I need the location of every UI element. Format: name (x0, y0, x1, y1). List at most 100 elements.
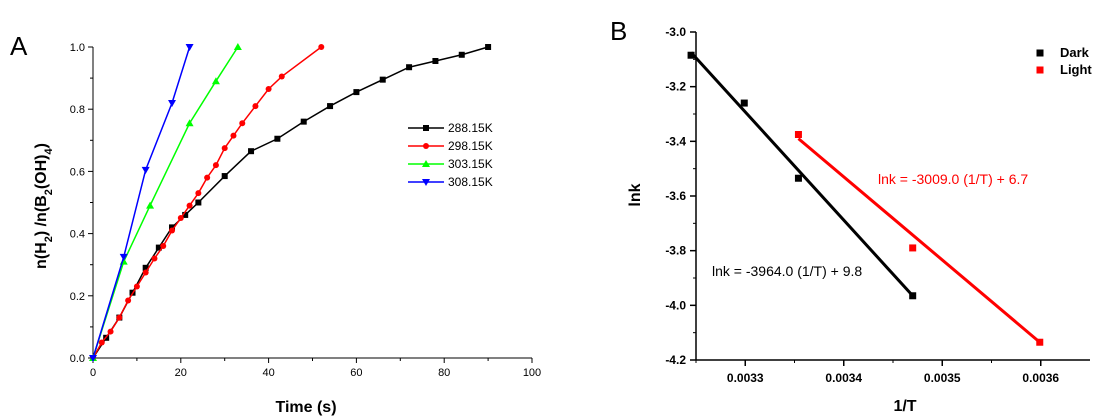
data-point (327, 103, 334, 110)
panel-b-y-tick-label: -3.4 (665, 134, 686, 148)
data-point (169, 227, 176, 234)
data-point (185, 119, 194, 127)
legend-label: 298.15K (448, 139, 493, 153)
data-point (233, 43, 242, 50)
data-point (379, 76, 386, 83)
legend-label: 303.15K (448, 157, 493, 171)
data-point (125, 297, 132, 304)
panel-b-y-axis-label: lnk (627, 183, 644, 206)
data-point (119, 253, 128, 261)
data-point (146, 201, 155, 209)
series-line-308.15K (92, 46, 191, 359)
panel-a-y-tick-label: 0.0 (70, 353, 85, 365)
panel-b-y-tick-label: -4.2 (665, 353, 686, 367)
panel-a-series-group (89, 43, 492, 362)
legend-marker (423, 143, 429, 149)
data-point (89, 355, 97, 362)
data-point (239, 120, 246, 127)
data-point (168, 99, 177, 107)
data-point (485, 44, 492, 50)
panel-b-x-tick-label: 0.0036 (1022, 371, 1059, 385)
panel-b-y-tick-label: -3.8 (665, 244, 686, 258)
data-point (318, 44, 325, 50)
data-point (98, 339, 105, 346)
panel-a-y-axis-label: n(H2) /n(B2(OH)4) (33, 143, 55, 269)
legend-entry-Dark: Dark (1036, 45, 1090, 60)
series-303.15K (89, 43, 242, 361)
fit-equation-Light: lnk = -3009.0 (1/T) + 6.7 (878, 171, 1028, 187)
y-label-sub-4: 4 (43, 148, 55, 155)
fit-equation-Dark: lnk = -3964.0 (1/T) + 9.8 (712, 263, 862, 279)
panel-b-x-axis-label: 1/T (893, 398, 916, 415)
data-point (160, 243, 167, 250)
panel-b-x-tick-label: 0.0034 (825, 371, 862, 385)
panel-b-y-tick-label: -4.0 (665, 298, 686, 312)
data-point (155, 244, 162, 251)
data-point (265, 85, 272, 92)
panel-a-y-tick-label: 0.4 (70, 229, 85, 241)
data-point (353, 89, 360, 96)
panel-a-legend: 288.15K 298.15K 303.15K 308.15K (408, 121, 493, 189)
y-label-part-mid: ) /n(B (33, 195, 50, 236)
series-Light: lnk = -3009.0 (1/T) + 6.7 (794, 131, 1044, 346)
panel-b-series-group: lnk = -3964.0 (1/T) + 9.8 lnk = -3009.0 (… (687, 51, 1044, 346)
data-point (195, 199, 202, 206)
data-point (458, 51, 465, 58)
panel-a-x-tick-label: 20 (175, 367, 187, 379)
panel-a-label: A (10, 31, 28, 61)
legend-entry-Light: Light (1036, 62, 1092, 77)
data-point (141, 166, 150, 174)
legend-marker (422, 179, 430, 186)
data-point (195, 190, 202, 197)
panel-a: A 0 20 40 60 80 100 0.0 0.2 0.4 0.6 0.8 1.0 288.15K… (10, 31, 541, 416)
legend-marker (1036, 66, 1044, 74)
series-Dark: lnk = -3964.0 (1/T) + 9.8 (687, 51, 917, 300)
data-point (274, 135, 281, 142)
panel-a-x-tick-label: 40 (262, 367, 274, 379)
panel-a-axes: 0 20 40 60 80 100 0.0 0.2 0.4 0.6 0.8 1.0 (70, 42, 541, 379)
data-point (300, 118, 307, 125)
panel-b-y-tick-label: -3.2 (665, 80, 686, 94)
data-point (740, 99, 748, 107)
series-line-303.15K (92, 46, 239, 359)
panel-a-x-axis-label: Time (s) (275, 399, 336, 416)
legend-label: Dark (1060, 45, 1090, 60)
legend-label: 308.15K (448, 175, 493, 189)
data-point (151, 255, 158, 262)
panel-b-legend: Dark Light (1036, 45, 1092, 77)
series-308.15K (89, 44, 194, 362)
y-label-part-oh: (OH) (33, 155, 50, 190)
data-point (186, 202, 193, 209)
data-point (794, 131, 802, 138)
panel-a-y-tick-label: 0.2 (70, 291, 85, 303)
legend-entry-308.15K: 308.15K (408, 175, 493, 189)
data-point (278, 73, 285, 80)
data-point (182, 211, 189, 218)
data-point (221, 173, 228, 180)
data-point (212, 162, 219, 169)
data-point (252, 103, 259, 110)
y-label-sub-2a: 2 (43, 236, 55, 242)
panel-a-x-tick-label: 60 (350, 367, 362, 379)
data-point (432, 57, 439, 64)
panel-b-label: B (610, 16, 627, 46)
panel-b-y-tick-label: -3.0 (665, 25, 686, 39)
data-point (116, 314, 123, 321)
panel-a-y-tick-label: 1.0 (70, 42, 85, 54)
data-point (230, 132, 237, 139)
series-298.15K (90, 44, 325, 361)
data-point (687, 51, 695, 59)
data-point (107, 328, 114, 335)
series-line-298.15K (92, 46, 322, 359)
fit-line-Light (797, 137, 1041, 344)
legend-entry-298.15K: 298.15K (408, 139, 493, 153)
data-point (142, 269, 149, 276)
legend-entry-288.15K: 288.15K (408, 121, 493, 135)
data-point (406, 64, 413, 71)
y-label-part-n-h: n(H (33, 242, 50, 269)
series-line-288.15K (92, 46, 489, 359)
data-point (794, 174, 802, 182)
legend-marker (1036, 49, 1044, 57)
data-point (169, 224, 176, 231)
